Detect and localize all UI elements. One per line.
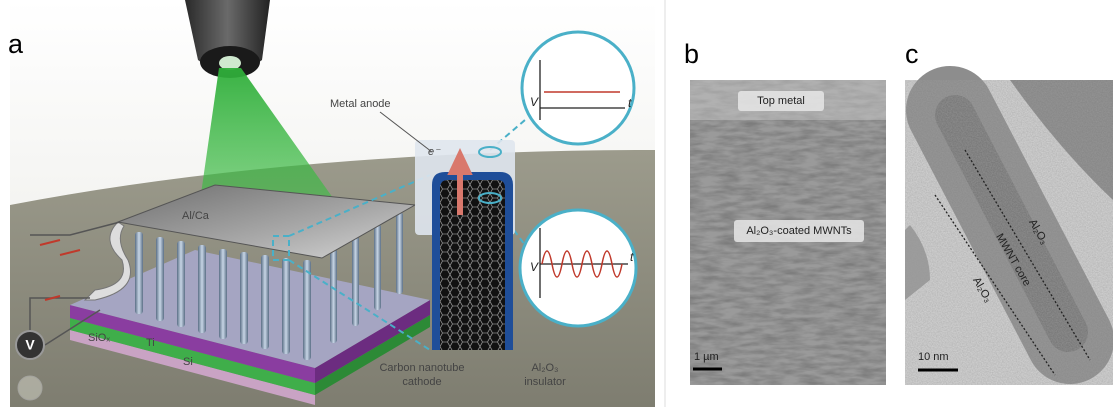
cathode-label: cathode	[402, 376, 441, 388]
layer-label: Si	[183, 356, 193, 368]
scale-bar-label: 10 nm	[918, 351, 949, 363]
plot-top-y-label: V	[530, 95, 539, 109]
lens-glass	[219, 56, 241, 70]
plot-top	[522, 32, 634, 144]
column	[374, 224, 381, 310]
column	[352, 236, 359, 326]
page: {"panels": { "a": {"label": "a", "metal_…	[0, 0, 1113, 407]
column	[198, 245, 206, 333]
column	[261, 255, 269, 349]
column	[135, 232, 143, 314]
mwnt-label: Al₂O₃-coated MWNTs	[746, 225, 852, 237]
panel-c: c Al₂O₃ MWNT core Al₂O₃ 10 nm	[905, 39, 1113, 385]
insulator-label: insulator	[524, 376, 566, 388]
column	[330, 248, 337, 343]
figure: V e⁻ V t V t Metal anode Al/Ca SiOₓ Ti S…	[0, 0, 1113, 407]
panel-b: b Top metal Al₂O₃-coated MWNTs 1 µm	[684, 39, 886, 385]
panel-label: a	[8, 29, 24, 59]
voltmeter-reflection	[18, 376, 42, 400]
panel-a: V e⁻ V t V t Metal anode Al/Ca SiOₓ Ti S…	[8, 0, 655, 407]
column	[177, 241, 185, 327]
column	[240, 252, 248, 344]
scale-bar-label: 1 µm	[694, 351, 719, 363]
sheet-label: Al/Ca	[182, 210, 210, 222]
panel-label: b	[684, 39, 699, 69]
panel-label: c	[905, 39, 919, 69]
insulator-label: Al₂O₃	[531, 362, 558, 374]
layer-label: SiOₓ	[88, 332, 110, 344]
plot-bottom-y-label: V	[530, 260, 539, 274]
electron-label: e⁻	[428, 146, 441, 158]
nanotube-cathode	[440, 180, 505, 350]
column	[303, 260, 311, 360]
column	[396, 212, 403, 294]
voltmeter-label: V	[25, 337, 35, 353]
cathode-label: Carbon nanotube	[379, 362, 464, 374]
column	[156, 237, 164, 321]
column	[219, 249, 227, 339]
tem-texture	[905, 80, 1113, 385]
layer-label: Ti	[146, 337, 155, 349]
column	[282, 258, 290, 354]
metal-anode-label: Metal anode	[330, 98, 391, 110]
top-metal-label: Top metal	[757, 95, 805, 107]
